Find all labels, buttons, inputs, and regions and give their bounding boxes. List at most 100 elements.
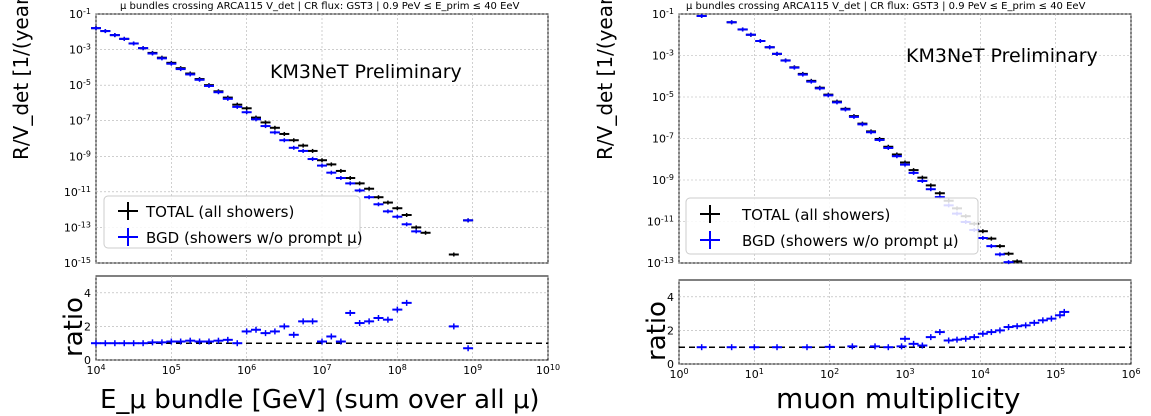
rr-ratio-point (986, 329, 997, 336)
rr-ratio-point (917, 342, 928, 349)
rm-point-bgd (925, 187, 936, 192)
rm-point-total (1012, 259, 1023, 264)
lm-point-bgd (250, 117, 261, 122)
lm-point-total (260, 120, 271, 125)
rm-ytick-label: 10-3 (652, 48, 674, 63)
lm-point-total (392, 206, 403, 211)
rr-ratio-point (1059, 308, 1070, 315)
lr-xtick-label: 107 (312, 363, 331, 378)
rm-point-bgd (772, 51, 783, 56)
lm-point-total (317, 158, 327, 163)
lm-point-total (279, 131, 290, 136)
rm-point-bgd (994, 252, 1005, 257)
rm-point-bgd (1003, 260, 1014, 265)
rr-ratio-point (1020, 322, 1031, 329)
right-legend-box (685, 197, 979, 255)
rm-point-bgd (806, 79, 817, 84)
rm-point-bgd (891, 154, 902, 159)
rm-ytick-label: 10-5 (652, 90, 674, 105)
lr-ratio-point (354, 320, 365, 327)
rm-point-bgd (823, 93, 834, 98)
rr-ratio-point (908, 340, 919, 347)
lm-point-bgd (326, 170, 337, 175)
rm-point-bgd (745, 32, 756, 37)
rr-ratio-point (969, 334, 980, 341)
rr-ratio-point (1029, 319, 1040, 326)
rr-ratio-point (1046, 315, 1057, 322)
rm-point-total (1003, 251, 1014, 256)
lr-ratio-point (364, 318, 375, 325)
lm-point-bgd (307, 157, 318, 162)
lm-point-total (335, 168, 346, 173)
lm-point-bgd (401, 222, 412, 227)
lr-ratio-point (156, 339, 167, 346)
rm-point-bgd (900, 162, 910, 167)
lr-xtick-label: 106 (237, 363, 256, 378)
rr-xtick-label: 103 (895, 367, 914, 382)
right-ylabel-text: R/V_det [1/(year·m³·bin)] (593, 0, 617, 160)
lm-point-bgd (260, 124, 271, 129)
rm-point-bgd (908, 170, 919, 175)
rr-ratio-point (1012, 323, 1023, 330)
lr-xtick-label: 109 (463, 363, 482, 378)
rm-point-bgd (755, 38, 766, 43)
lm-point-bgd (241, 110, 252, 115)
lm-ytick-label: 10-15 (64, 256, 91, 271)
rr-ratio-point (883, 344, 894, 351)
lr-ratio-point (463, 345, 474, 352)
lm-point-bgd (232, 104, 243, 109)
rm-point-total (994, 244, 1005, 249)
left-ylabel: R/V_det [1/(year·m³·bin)] (9, 0, 33, 160)
lr-ratio-point (401, 299, 412, 306)
lr-ratio-point (175, 338, 186, 345)
rm-point-bgd (797, 72, 808, 77)
lm-point-bgd (185, 72, 196, 77)
right-legend-total-label: TOTAL (all showers) (741, 206, 890, 224)
lr-ytick-label: 0 (84, 354, 91, 367)
rr-ratio-point (1054, 312, 1065, 319)
rm-point-bgd (726, 20, 737, 25)
lr-ratio-point (326, 333, 337, 340)
rm-point-bgd (789, 65, 800, 70)
rm-point-bgd (874, 137, 885, 142)
lr-ratio-point (213, 337, 224, 344)
rr-ratio-point (726, 344, 737, 351)
lm-point-bgd (279, 138, 290, 143)
lm-ytick-label: 10-7 (69, 113, 91, 128)
rr-ratio-point (951, 336, 962, 343)
lm-point-total (298, 143, 309, 148)
lm-point-bgd (213, 90, 224, 95)
lr-ratio-point (260, 330, 271, 337)
lr-ratio-point (279, 323, 290, 330)
rr-ratio-point (896, 343, 907, 350)
lm-ytick-label: 10-11 (64, 184, 91, 199)
lm-point-total (411, 225, 422, 230)
lm-point-total (448, 252, 459, 257)
rr-ratio-point (824, 343, 835, 350)
lr-xtick-label: 108 (388, 363, 407, 378)
lm-point-total (345, 176, 356, 181)
lm-point-bgd (373, 202, 384, 207)
lm-point-total (420, 230, 431, 235)
lm-point-total (373, 195, 384, 200)
left-legend: TOTAL (all showers) BGD (showers w/o pro… (103, 195, 363, 249)
lm-point-total (241, 106, 252, 111)
rr-ratio-point (801, 344, 812, 351)
right-legend: TOTAL (all showers) BGD (showers w/o pro… (685, 197, 979, 255)
lr-ratio-point (250, 326, 261, 333)
right-xlabel: muon multiplicity (776, 382, 1020, 415)
lr-ratio-point (119, 340, 130, 347)
lm-point-bgd (335, 176, 346, 181)
left-title: μ bundles crossing ARCA115 V_det | CR fl… (120, 1, 520, 12)
lm-point-bgd (138, 46, 149, 51)
lm-point-bgd (147, 51, 158, 56)
rm-point-bgd (696, 14, 707, 19)
rr-ratio-point (934, 329, 945, 336)
rm-point-bgd (917, 178, 928, 183)
lm-ytick-label: 10-9 (69, 149, 91, 164)
rm-ytick-label: 10-7 (652, 131, 674, 146)
rr-ratio-point (977, 330, 988, 337)
lm-point-bgd (317, 163, 327, 168)
left-xlabel: E_μ bundle [GeV] (sum over all μ) (100, 385, 540, 415)
